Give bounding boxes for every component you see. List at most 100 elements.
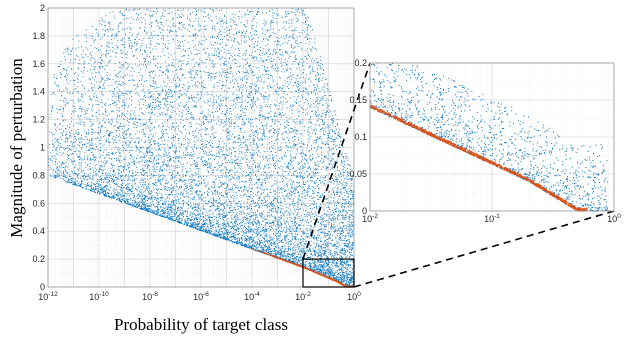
main-scatter-point — [96, 111, 98, 113]
main-scatter-point — [116, 92, 118, 94]
main-scatter-point — [63, 52, 65, 54]
main-scatter-point — [115, 190, 117, 191]
main-scatter-point — [319, 124, 321, 126]
main-scatter-point — [158, 108, 160, 110]
main-scatter-point — [253, 139, 255, 141]
main-scatter-point — [91, 138, 92, 140]
main-scatter-point — [175, 155, 177, 157]
main-scatter-point — [217, 224, 219, 226]
main-scatter-point — [264, 215, 266, 217]
main-scatter-point — [273, 145, 275, 147]
main-scatter-point — [101, 186, 103, 188]
main-scatter-point — [270, 185, 272, 187]
main-scatter-point — [225, 215, 226, 216]
main-scatter-point — [265, 235, 266, 237]
main-scatter-point — [237, 156, 239, 158]
main-scatter-point — [236, 170, 238, 172]
main-scatter-point — [210, 191, 212, 192]
main-scatter-point — [322, 249, 324, 251]
main-scatter-point — [54, 177, 56, 179]
main-scatter-point — [257, 180, 259, 181]
main-scatter-point — [149, 121, 151, 123]
main-scatter-point — [222, 41, 223, 43]
main-scatter-point — [268, 36, 270, 37]
main-scatter-point — [271, 151, 272, 152]
main-scatter-point — [158, 179, 160, 181]
main-scatter-point — [258, 166, 260, 167]
main-scatter-point — [337, 187, 339, 189]
main-scatter-point — [273, 207, 275, 209]
main-scatter-point — [222, 20, 224, 22]
main-scatter-point — [66, 176, 68, 178]
main-scatter-point — [241, 127, 243, 129]
main-scatter-point — [287, 42, 288, 44]
main-scatter-point — [276, 236, 277, 238]
main-scatter-point — [179, 156, 181, 158]
main-scatter-point — [350, 254, 352, 255]
main-scatter-point — [206, 39, 207, 40]
main-scatter-point — [252, 11, 254, 12]
main-scatter-point — [130, 191, 132, 193]
main-scatter-point — [93, 156, 95, 158]
main-scatter-point — [198, 99, 199, 101]
main-scatter-point — [348, 175, 350, 177]
main-scatter-point — [166, 209, 168, 210]
main-scatter-point — [335, 236, 337, 238]
main-scatter-point — [322, 236, 324, 238]
main-scatter-point — [350, 277, 352, 279]
main-scatter-point — [81, 107, 83, 109]
main-scatter-point — [176, 73, 178, 75]
main-scatter-point — [304, 265, 306, 267]
main-scatter-point — [158, 188, 160, 190]
main-scatter-point — [342, 228, 343, 229]
main-scatter-point — [316, 271, 318, 273]
main-scatter-point — [123, 187, 125, 188]
main-scatter-point — [327, 82, 328, 84]
main-scatter-point — [254, 162, 256, 163]
main-scatter-point — [89, 178, 91, 180]
main-scatter-point — [84, 110, 86, 112]
main-scatter-point — [244, 35, 246, 37]
main-scatter-point — [232, 225, 234, 227]
main-scatter-point — [279, 149, 281, 151]
main-scatter-point — [140, 180, 141, 182]
main-scatter-point — [274, 49, 276, 51]
main-scatter-point — [277, 252, 279, 253]
main-scatter-point — [261, 230, 263, 232]
main-scatter-point — [244, 239, 246, 241]
main-scatter-point — [244, 64, 246, 66]
main-scatter-point — [126, 93, 128, 95]
main-scatter-point — [281, 173, 283, 175]
main-scatter-point — [285, 259, 287, 261]
main-scatter-point — [150, 193, 152, 195]
main-scatter-point — [180, 214, 182, 215]
main-scatter-point — [223, 224, 225, 225]
main-scatter-point — [160, 214, 162, 216]
main-scatter-point — [300, 90, 302, 92]
main-scatter-point — [128, 80, 130, 81]
main-scatter-point — [108, 172, 110, 174]
main-scatter-point — [95, 72, 97, 74]
main-scatter-point — [209, 231, 211, 233]
main-scatter-point — [322, 96, 324, 98]
main-scatter-point — [216, 235, 218, 237]
main-scatter-point — [205, 128, 207, 130]
main-scatter-point — [255, 93, 256, 95]
main-scatter-point — [291, 165, 293, 167]
main-scatter-point — [273, 232, 275, 234]
main-scatter-point — [230, 236, 232, 238]
main-scatter-point — [170, 160, 171, 162]
main-scatter-point — [113, 171, 115, 173]
main-scatter-point — [180, 192, 182, 194]
main-scatter-point — [109, 23, 110, 25]
main-scatter-point — [220, 181, 222, 183]
main-scatter-point — [229, 191, 231, 193]
main-scatter-point — [210, 98, 212, 100]
main-scatter-point — [241, 238, 243, 240]
main-scatter-point — [312, 70, 314, 72]
main-scatter-point — [94, 191, 96, 193]
main-scatter-point — [191, 97, 192, 98]
main-scatter-point — [144, 160, 146, 162]
main-scatter-point — [313, 187, 314, 188]
main-scatter-point — [208, 163, 210, 165]
